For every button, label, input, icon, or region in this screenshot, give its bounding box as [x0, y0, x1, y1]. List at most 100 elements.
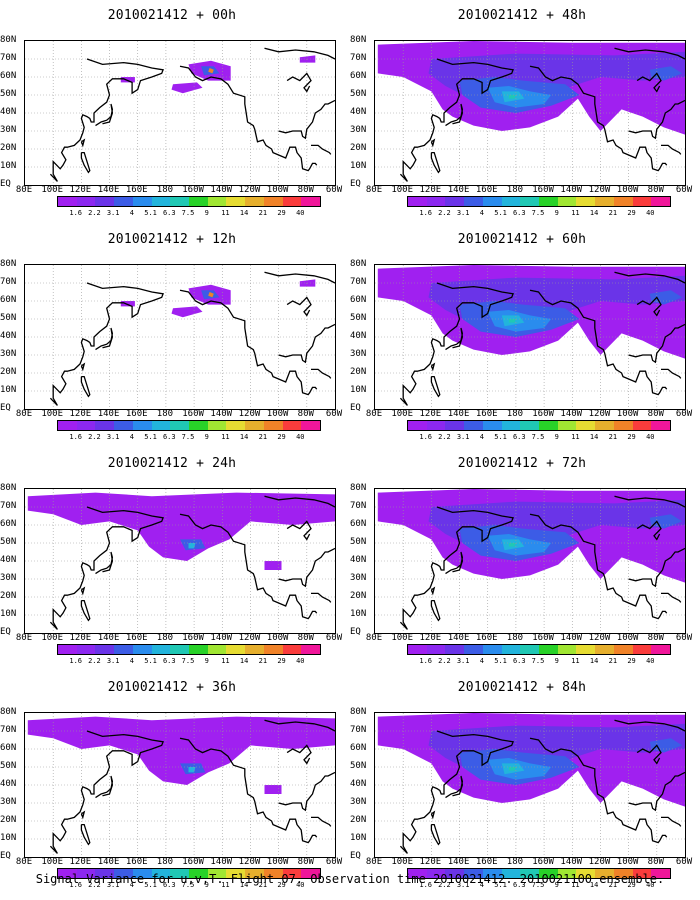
colorbar-level-label: 2.2	[88, 657, 101, 665]
lat-tick-label: 20N	[0, 143, 17, 153]
lon-tick-label: 140E	[97, 185, 120, 195]
coastline	[430, 375, 441, 398]
coastline	[445, 103, 464, 127]
lon-tick-label: 120W	[238, 185, 261, 195]
lon-tick-label: 180	[506, 857, 524, 867]
lon-tick-label: 160E	[125, 409, 148, 419]
colorbar	[57, 868, 321, 879]
colorbar-swatch	[482, 197, 502, 206]
lat-tick-label: 40N	[0, 779, 17, 789]
colorbar-level-label: 1.6	[69, 657, 83, 665]
lon-tick-label: 120W	[238, 857, 261, 867]
coastline	[430, 823, 441, 846]
colorbar-level-label: 5.1	[494, 881, 507, 889]
coastline	[430, 599, 441, 622]
lon-tick-label: 80W	[297, 409, 314, 419]
lat-tick-label: 70N	[0, 277, 17, 287]
colorbar-level-label: 14	[589, 657, 599, 665]
colorbar-level-label: 21	[608, 209, 618, 217]
colorbar-swatch	[632, 421, 652, 430]
lon-tick-label: 100W	[266, 857, 289, 867]
colorbar-swatch	[170, 197, 190, 206]
lon-tick-label: 140E	[447, 409, 470, 419]
coastline	[661, 368, 682, 379]
colorbar-swatch	[245, 869, 264, 878]
lon-tick-label: 160E	[125, 633, 148, 643]
lon-tick-label: 160W	[182, 857, 204, 867]
colorbar-level-label: 2.2	[438, 433, 451, 441]
colorbar-level-label: 7.5	[181, 881, 195, 889]
lon-tick-label: 120W	[588, 409, 611, 419]
lon-tick-label: 140E	[97, 633, 120, 643]
colorbar-level-label: 9	[204, 657, 209, 665]
colorbar-level-label: 9	[554, 433, 559, 441]
colorbar-level-label: 2.2	[88, 881, 101, 889]
colorbar-level-label: 1.6	[69, 433, 83, 441]
lon-tick-label: 160W	[532, 409, 554, 419]
coastline	[278, 99, 335, 140]
lat-tick-label: 80N	[350, 259, 367, 269]
lon-tick-label: 140W	[210, 185, 233, 195]
colorbar-level-label: 7.5	[181, 657, 195, 665]
colorbar-swatch	[426, 421, 446, 430]
colorbar-level-label: 40	[646, 209, 655, 217]
colorbar-swatch	[520, 421, 540, 430]
coastline	[80, 138, 86, 148]
panel-title: 2010021412 + 36h	[107, 680, 237, 695]
map-plot	[374, 712, 686, 858]
colorbar-level-label: 11	[221, 209, 230, 217]
colorbar-level-label: 29	[277, 209, 286, 217]
lat-tick-label: EQ	[0, 851, 11, 861]
lon-tick-label: 140W	[560, 857, 583, 867]
lat-tick-label: 50N	[350, 89, 367, 99]
lat-tick-label: 30N	[350, 797, 367, 807]
lon-tick-label: 160W	[532, 185, 554, 195]
map-panel: 2010021412 + 24h 80N 70N 60N 50N 40N 30N 20N 10N…	[0, 448, 342, 665]
colorbar-swatch	[170, 421, 190, 430]
lon-tick-label: 100W	[616, 185, 639, 195]
lon-axis: 80E 100E 120E 140E 160E 180 160W 140W 120W 100W 80…	[366, 633, 697, 643]
coastline	[628, 547, 685, 588]
coastline	[399, 58, 514, 182]
lon-tick-label: 100E	[391, 409, 414, 419]
colorbar-level-label: 40	[646, 881, 655, 889]
lon-tick-label: 120W	[588, 185, 611, 195]
colorbar-level-label: 1.6	[69, 881, 83, 889]
colorbar-level-label: 6.3	[512, 881, 526, 889]
coastline	[445, 551, 464, 575]
colorbar-swatch	[301, 645, 321, 654]
panel-title: 2010021412 + 72h	[457, 456, 587, 471]
colorbar-level-label: 3.1	[106, 657, 120, 665]
colorbar-level-label: 40	[296, 881, 305, 889]
lat-tick-label: 30N	[0, 349, 17, 359]
colorbar-swatch	[520, 645, 540, 654]
lat-tick-label: 30N	[350, 349, 367, 359]
lat-tick-label: 10N	[0, 385, 17, 395]
lon-tick-label: 180	[506, 185, 524, 195]
lat-tick-label: 50N	[350, 537, 367, 547]
lon-tick-label: 100W	[266, 409, 289, 419]
colorbar-swatch	[576, 197, 596, 206]
lon-tick-label: 120E	[419, 633, 442, 643]
coastline	[430, 586, 436, 596]
colorbar-labels: 1.6 2.2 3.1 4 5.1 6.3 7.5 9 11 14 21 29 40	[57, 657, 319, 665]
colorbar-level-label: 6.3	[512, 209, 526, 217]
lat-tick-label: 80N	[0, 35, 17, 45]
coastline	[614, 719, 685, 732]
colorbar-level-label: 7.5	[531, 881, 545, 889]
panel-title: 2010021412 + 84h	[457, 680, 587, 695]
lon-tick-label: 160W	[532, 633, 554, 643]
lon-tick-label: 80W	[297, 185, 314, 195]
colorbar-labels: 1.6 2.2 3.1 4 5.1 6.3 7.5 9 11 14 21 29 40	[407, 433, 669, 441]
lon-tick-label: 80E	[365, 409, 383, 419]
coastline	[95, 327, 114, 351]
lon-axis: 80E 100E 120E 140E 160E 180 160W 140W 120W 100W 80…	[365, 409, 697, 419]
map-plot	[24, 488, 336, 634]
lat-tick-label: 20N	[0, 367, 17, 377]
colorbar-level-label: 9	[204, 881, 209, 889]
variance-contour	[208, 292, 214, 298]
colorbar-swatch	[226, 421, 246, 430]
colorbar-swatch	[632, 869, 652, 878]
colorbar-swatch	[245, 645, 264, 654]
lon-tick-label: 60W	[675, 857, 693, 867]
